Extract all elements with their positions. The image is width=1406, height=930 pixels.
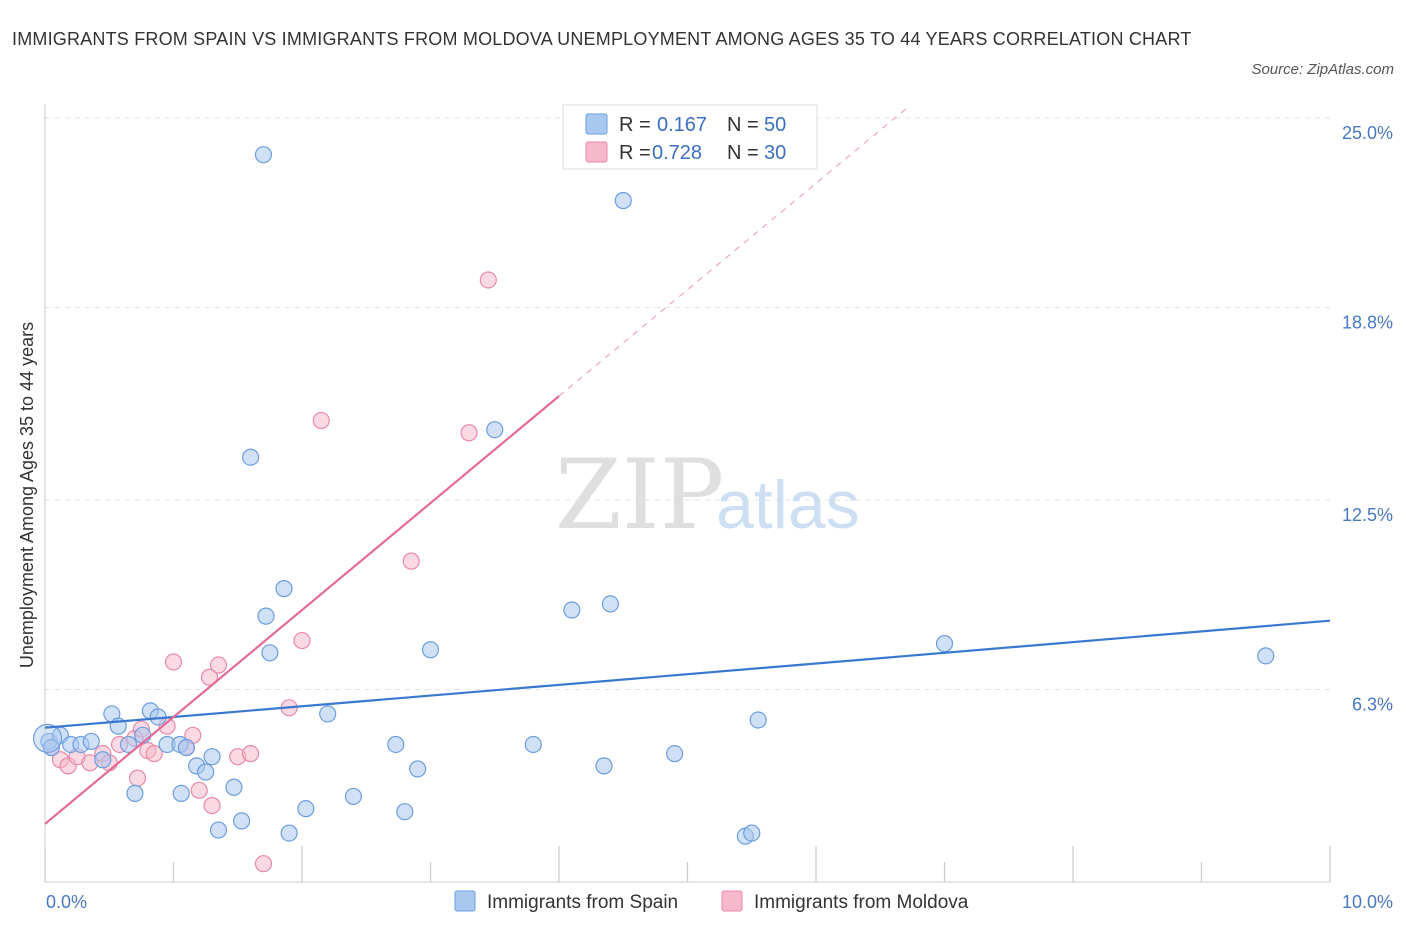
axes bbox=[44, 104, 1331, 883]
x-tick-label: 10.0% bbox=[1342, 892, 1393, 912]
spain-point bbox=[280, 824, 298, 842]
spain-point bbox=[254, 146, 273, 164]
spain-point bbox=[197, 763, 215, 781]
spain-point bbox=[601, 595, 620, 613]
moldova-point bbox=[200, 668, 219, 686]
spain-point bbox=[524, 735, 542, 754]
spain-point bbox=[32, 723, 63, 753]
moldova-points bbox=[42, 271, 497, 873]
spain-point bbox=[134, 726, 152, 744]
spain-point bbox=[275, 580, 293, 598]
legend-n-label: N = bbox=[727, 142, 759, 164]
moldova-point bbox=[145, 745, 163, 763]
legend-swatch-moldova bbox=[721, 890, 743, 912]
spain-point bbox=[203, 748, 221, 766]
spain-point bbox=[409, 760, 427, 778]
x-tick-label: 0.0% bbox=[46, 892, 87, 912]
moldova-point bbox=[254, 855, 273, 873]
spain-point bbox=[172, 784, 190, 802]
spain-points bbox=[32, 146, 1275, 845]
moldova-point bbox=[242, 745, 260, 763]
spain-point bbox=[563, 601, 581, 619]
legend-swatch-spain bbox=[454, 890, 476, 912]
moldova-point bbox=[479, 271, 497, 289]
moldova-point bbox=[402, 552, 420, 570]
spain-point bbox=[421, 641, 440, 659]
watermark-atlas: atlas bbox=[716, 467, 860, 543]
y-tick-label: 12.5% bbox=[1342, 505, 1393, 525]
moldova-point bbox=[203, 796, 221, 815]
spain-point bbox=[749, 711, 767, 729]
legend-label-moldova: Immigrants from Moldova bbox=[754, 892, 969, 913]
spain-point bbox=[319, 705, 337, 723]
legend-r-label: R = bbox=[619, 114, 651, 136]
y-tick-labels: 6.3% 12.5% 18.8% 25.0% bbox=[1342, 123, 1393, 714]
spain-point bbox=[666, 745, 684, 763]
spain-point bbox=[261, 644, 279, 662]
legend-n-value: 30 bbox=[764, 142, 786, 164]
y-tick-label: 18.8% bbox=[1342, 312, 1393, 332]
spain-point bbox=[396, 803, 414, 821]
spain-point bbox=[82, 732, 100, 751]
spain-point bbox=[242, 448, 260, 466]
legend-n-label: N = bbox=[727, 114, 759, 136]
moldova-point bbox=[190, 781, 208, 799]
legend-swatch-spain bbox=[585, 113, 608, 135]
spain-point bbox=[225, 778, 243, 796]
chart-title: IMMIGRANTS FROM SPAIN VS IMMIGRANTS FROM… bbox=[12, 29, 1192, 49]
stats-legend: R = 0.167 N = 50 R = 0.728 N = 30 bbox=[562, 104, 818, 170]
spain-point bbox=[486, 421, 504, 439]
spain-point bbox=[233, 812, 251, 830]
series-legend: Immigrants from Spain Immigrants from Mo… bbox=[454, 890, 969, 913]
spain-trend-line bbox=[44, 619, 1331, 729]
spain-point bbox=[94, 751, 112, 769]
spain-point bbox=[1257, 647, 1275, 665]
y-axis-label: Unemployment Among Ages 35 to 44 years bbox=[17, 322, 37, 668]
y-tick-label: 25.0% bbox=[1342, 123, 1393, 143]
spain-point bbox=[119, 735, 138, 754]
legend-r-label: R = bbox=[619, 142, 651, 164]
y-tick-label: 6.3% bbox=[1352, 694, 1393, 714]
moldova-point bbox=[293, 631, 311, 650]
spain-point bbox=[595, 757, 613, 775]
legend-label-spain: Immigrants from Spain bbox=[487, 892, 678, 913]
spain-point bbox=[177, 738, 195, 757]
spain-point bbox=[257, 607, 275, 625]
moldova-point bbox=[209, 656, 228, 674]
x-tick-labels: 0.0% 10.0% bbox=[46, 892, 1393, 912]
spain-point bbox=[344, 787, 362, 806]
legend-r-value: 0.167 bbox=[657, 114, 707, 136]
spain-point bbox=[297, 800, 315, 818]
spain-point bbox=[209, 821, 228, 839]
watermark-zip: ZIP bbox=[555, 439, 724, 551]
chart-source: Source: ZipAtlas.com bbox=[1251, 61, 1394, 78]
moldova-trend-extension bbox=[558, 108, 907, 397]
moldova-point bbox=[164, 653, 183, 671]
legend-r-value: 0.728 bbox=[652, 142, 702, 164]
grid-lines bbox=[45, 117, 1330, 690]
spain-point bbox=[614, 191, 632, 210]
legend-swatch-moldova bbox=[585, 141, 608, 163]
spain-point bbox=[387, 735, 405, 754]
legend-n-value: 50 bbox=[764, 114, 786, 136]
watermark: ZIP atlas bbox=[555, 439, 860, 551]
spain-point bbox=[743, 824, 761, 842]
moldova-trend-line bbox=[44, 395, 560, 825]
trend-lines bbox=[44, 108, 1331, 825]
spain-point bbox=[126, 784, 144, 802]
moldova-point bbox=[312, 411, 330, 430]
spain-point bbox=[935, 635, 954, 653]
moldova-point bbox=[128, 769, 147, 787]
spain-point bbox=[42, 738, 61, 757]
moldova-point bbox=[460, 424, 478, 442]
